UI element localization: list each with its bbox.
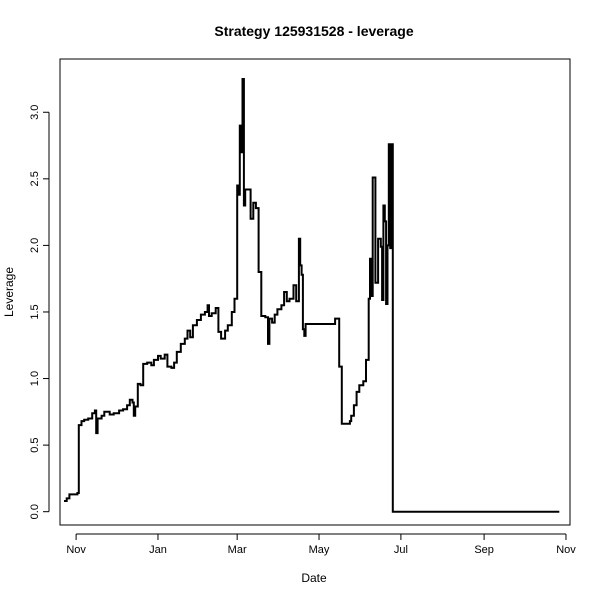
x-tick-label: Nov bbox=[66, 544, 86, 556]
x-tick-label: Sep bbox=[474, 544, 494, 556]
y-tick-label: 1.5 bbox=[29, 304, 41, 319]
plot-frame bbox=[59, 58, 571, 526]
y-tick-label: 2.0 bbox=[29, 238, 41, 253]
series-line-0 bbox=[64, 78, 560, 513]
x-tick-label: May bbox=[309, 544, 330, 556]
y-tick-label: 3.0 bbox=[29, 105, 41, 120]
x-tick-label: Mar bbox=[228, 544, 247, 556]
series-layer bbox=[64, 78, 560, 513]
chart-title: Strategy 125931528 - leverage bbox=[214, 23, 413, 39]
x-tick-label: Jan bbox=[149, 544, 167, 556]
y-tick-label: 0.0 bbox=[29, 504, 41, 519]
x-tick-label: Nov bbox=[556, 544, 576, 556]
y-tick-label: 0.5 bbox=[29, 437, 41, 452]
x-axis-label: Date bbox=[301, 571, 327, 585]
y-tick-label: 2.5 bbox=[29, 171, 41, 186]
y-axis-label: Leverage bbox=[2, 267, 16, 317]
y-axis: 0.0 0.5 1.0 1.5 2.0 2.5 3.0 bbox=[29, 105, 50, 519]
y-tick-label: 1.0 bbox=[29, 371, 41, 386]
x-axis: Nov Jan Mar May Jul Sep Nov bbox=[66, 533, 576, 556]
x-tick-label: Jul bbox=[394, 544, 408, 556]
